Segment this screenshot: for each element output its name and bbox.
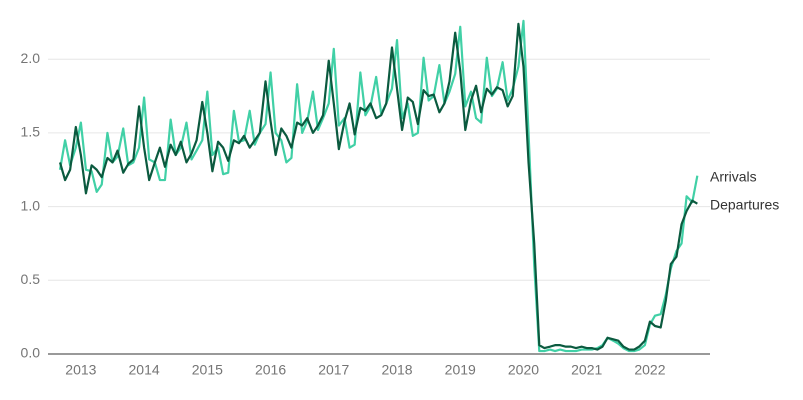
x-tick-label: 2022	[634, 362, 665, 378]
y-tick-label: 0.0	[21, 345, 41, 361]
legend-label: Arrivals	[710, 168, 757, 184]
line-series	[58, 22, 698, 351]
x-tick-label: 2015	[192, 362, 223, 378]
y-tick-label: 2.0	[21, 50, 41, 66]
x-tick-label: 2018	[381, 362, 412, 378]
y-tick-label: 1.5	[21, 124, 41, 140]
y-tick-label: 1.0	[21, 197, 41, 213]
x-tick-label: 2017	[318, 362, 349, 378]
legend-label: Departures	[710, 196, 779, 212]
x-tick-label: 2021	[571, 362, 602, 378]
y-tick-label: 0.5	[21, 271, 41, 287]
x-tick-label: 2019	[445, 362, 476, 378]
line-series	[58, 19, 699, 353]
x-tick-label: 2020	[508, 362, 539, 378]
x-tick-label: 2016	[255, 362, 286, 378]
x-tick-label: 2013	[65, 362, 96, 378]
x-tick-label: 2014	[129, 362, 160, 378]
